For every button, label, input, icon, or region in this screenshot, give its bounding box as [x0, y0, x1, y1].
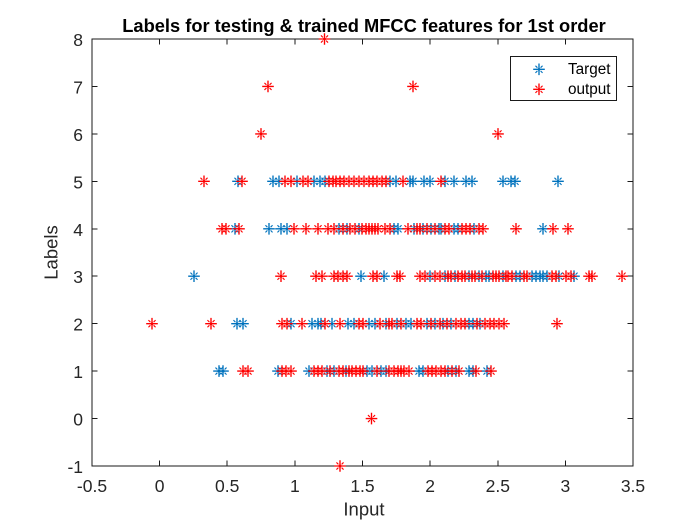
svg-text:8: 8: [73, 30, 83, 50]
svg-text:Target: Target: [568, 61, 611, 78]
svg-text:Input: Input: [343, 499, 384, 520]
svg-text:6: 6: [73, 125, 83, 145]
svg-text:0.5: 0.5: [215, 476, 239, 496]
svg-text:1.5: 1.5: [350, 476, 374, 496]
svg-text:-1: -1: [67, 457, 83, 477]
svg-text:7: 7: [73, 77, 83, 97]
svg-text:Labels: Labels: [41, 225, 62, 280]
svg-text:0: 0: [73, 410, 83, 430]
svg-text:0: 0: [155, 476, 165, 496]
svg-text:1: 1: [290, 476, 300, 496]
svg-text:2: 2: [73, 315, 83, 335]
svg-text:4: 4: [73, 220, 83, 240]
svg-text:3.5: 3.5: [621, 476, 645, 496]
svg-text:5: 5: [73, 172, 83, 192]
svg-text:Labels for testing & trained M: Labels for testing & trained MFCC featur…: [122, 15, 606, 36]
svg-text:1: 1: [73, 362, 83, 382]
svg-text:3: 3: [73, 267, 83, 287]
svg-text:-0.5: -0.5: [77, 476, 107, 496]
svg-text:2.5: 2.5: [486, 476, 510, 496]
svg-text:output: output: [568, 81, 611, 98]
svg-text:3: 3: [561, 476, 571, 496]
svg-text:2: 2: [425, 476, 435, 496]
